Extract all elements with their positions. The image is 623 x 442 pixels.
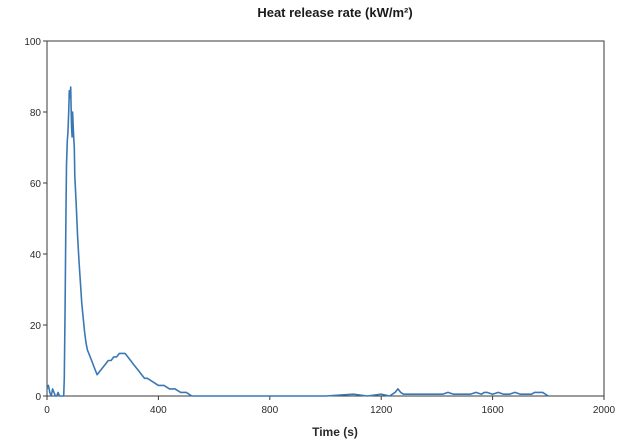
plot-area-frame bbox=[46, 40, 605, 397]
y-tick-label: 60 bbox=[30, 179, 42, 190]
x-tick-label: 400 bbox=[150, 405, 167, 416]
x-tick-label: 1600 bbox=[481, 405, 504, 416]
x-tick-label: 1200 bbox=[370, 405, 393, 416]
y-tick-label: 40 bbox=[30, 250, 42, 261]
y-tick-label: 80 bbox=[30, 108, 42, 119]
chart-title: Heat release rate (kW/m²) bbox=[257, 5, 412, 20]
y-tick-label: 0 bbox=[35, 392, 41, 403]
x-tick-label: 0 bbox=[44, 405, 50, 416]
x-tick-label: 800 bbox=[261, 405, 278, 416]
x-tick-label: 2000 bbox=[593, 405, 616, 416]
x-axis-label: Time (s) bbox=[312, 425, 358, 439]
series-line bbox=[46, 86, 549, 397]
x-axis: 0 400 800 1200 1600 2000 bbox=[44, 396, 616, 416]
series-group bbox=[46, 86, 549, 397]
y-tick-label: 20 bbox=[30, 321, 42, 332]
y-axis: 0 20 40 60 80 100 bbox=[24, 37, 47, 403]
y-tick-label: 100 bbox=[24, 37, 41, 48]
